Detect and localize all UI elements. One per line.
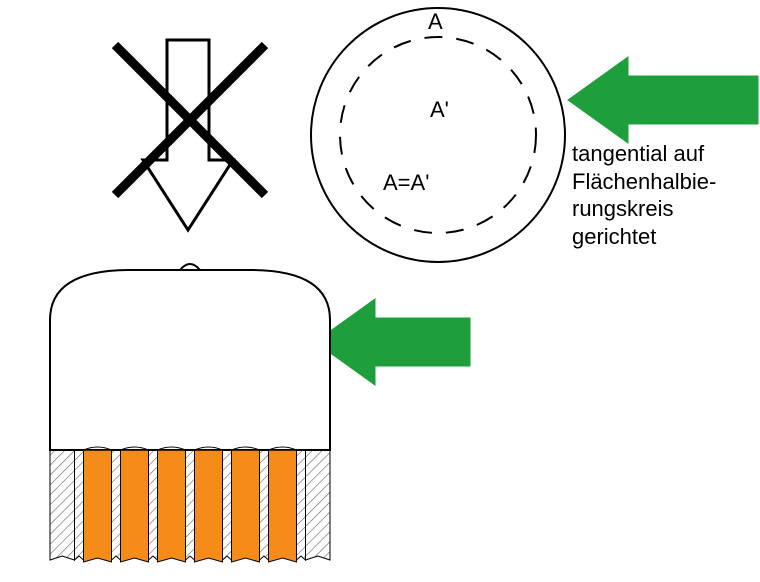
teeth-margin-right bbox=[306, 450, 331, 560]
teeth-margin-left bbox=[50, 450, 75, 560]
annotation-line3: rungskreis bbox=[572, 196, 673, 221]
teeth-gap bbox=[195, 450, 223, 562]
top-view-outer-circle bbox=[311, 8, 565, 262]
teeth-gap bbox=[232, 450, 260, 562]
teeth-gap bbox=[158, 450, 186, 562]
teeth-wall bbox=[149, 450, 158, 560]
teeth-wall bbox=[186, 450, 195, 560]
annotation-line1: tangential auf bbox=[572, 141, 704, 166]
green-arrow-top bbox=[568, 57, 758, 143]
label-A-prime: A' bbox=[430, 97, 449, 122]
label-A-eq: A=A' bbox=[383, 170, 429, 195]
label-A: A bbox=[428, 9, 443, 34]
teeth-wall bbox=[75, 450, 84, 560]
teeth-gap bbox=[269, 450, 297, 562]
annotation-line4: gerichtet bbox=[572, 224, 656, 249]
teeth-wall bbox=[223, 450, 232, 560]
annotation-text: tangential auf Flächenhalbie- rungskreis… bbox=[572, 140, 716, 250]
teeth-wall bbox=[297, 450, 306, 560]
teeth-wall bbox=[260, 450, 269, 560]
teeth-gap bbox=[84, 450, 112, 562]
annotation-line2: Flächenhalbie- bbox=[572, 169, 716, 194]
side-view-body bbox=[50, 270, 330, 450]
teeth-gap bbox=[121, 450, 149, 562]
teeth-wall bbox=[112, 450, 121, 560]
diagram-canvas: A A' A=A' bbox=[0, 0, 760, 582]
down-arrow-outline bbox=[143, 40, 233, 230]
green-arrow-side bbox=[315, 299, 470, 385]
